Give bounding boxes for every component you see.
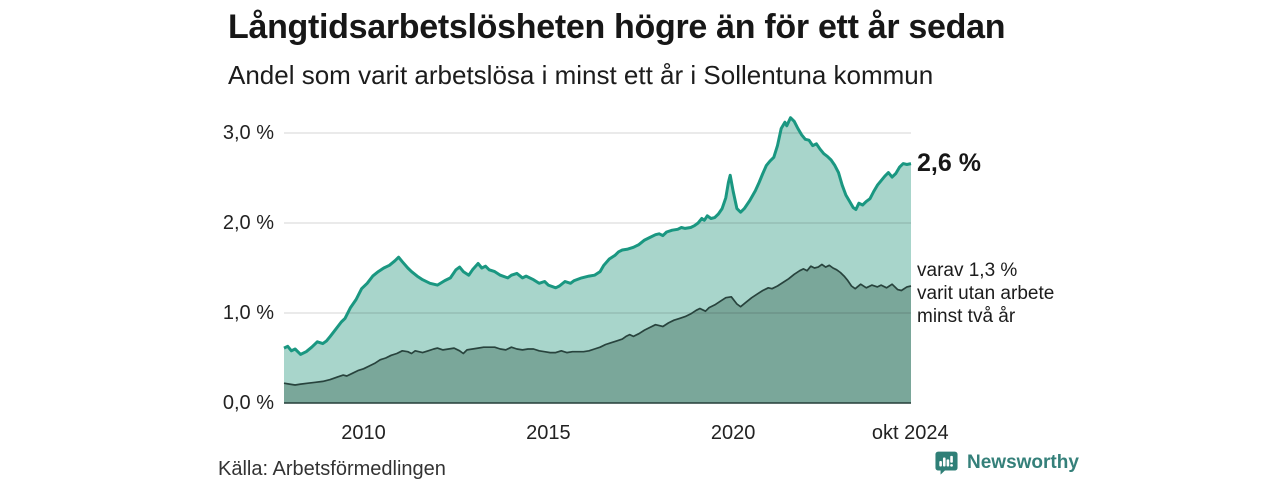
y-tick-label: 1,0 % [222, 302, 274, 324]
newsworthy-logo-link[interactable]: Newsworthy [934, 450, 1079, 475]
latest-value-annotation: 2,6 % [917, 148, 981, 177]
x-tick-label: 2015 [526, 422, 571, 444]
chart-subtitle: Andel som varit arbetslösa i minst ett å… [228, 60, 934, 90]
subseries-annotation: varav 1,3 % varit utan arbete minst två … [917, 259, 1054, 328]
series-line-subseries [283, 263, 912, 386]
x-tick-label: 2010 [341, 422, 386, 444]
source-note: Källa: Arbetsförmedlingen [218, 458, 446, 480]
x-tick-label: okt 2024 [871, 422, 949, 444]
x-tick-label: 2020 [710, 422, 756, 444]
subseries-annotation-line1: varav 1,3 % [917, 260, 1018, 281]
subseries-annotation-line3: minst två år [917, 306, 1016, 327]
subseries-annotation-line2: varit utan arbete [917, 283, 1055, 304]
page-title: Långtidsarbetslösheten högre än för ett … [228, 8, 1006, 46]
y-tick-label: 3,0 % [222, 122, 274, 144]
y-tick-label: 0,0 % [222, 392, 274, 414]
y-tick-label: 2,0 % [222, 212, 274, 234]
bar-chart-speech-bubble-icon [935, 451, 958, 475]
newsworthy-wordmark: Newsworthy [967, 451, 1079, 473]
series-line-total [283, 116, 912, 356]
series-area-subseries [284, 264, 911, 403]
